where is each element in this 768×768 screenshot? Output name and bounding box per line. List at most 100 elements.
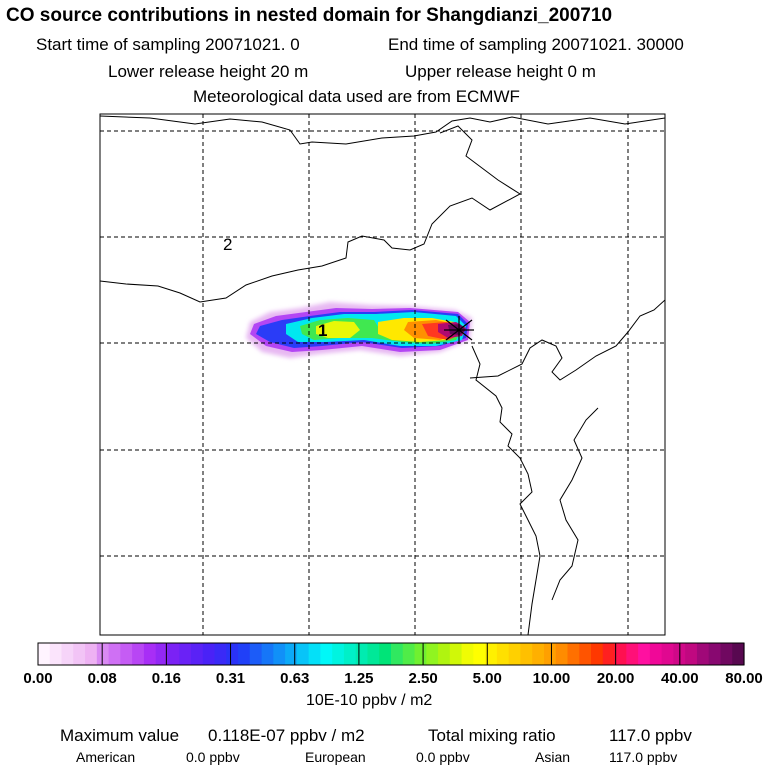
colorbar-swatch xyxy=(461,643,474,665)
colorbar-swatch xyxy=(73,643,86,665)
colorbar-swatch xyxy=(132,643,145,665)
colorbar-tick-label: 0.08 xyxy=(87,670,117,687)
colorbar-swatch xyxy=(402,643,416,665)
colorbar-swatch xyxy=(249,643,263,665)
source-european-label: European xyxy=(305,749,366,765)
total-mixing-ratio-label: Total mixing ratio xyxy=(428,726,556,745)
region-label-1: 1 xyxy=(318,321,327,340)
colorbar-swatch xyxy=(414,643,427,665)
colorbar-swatch xyxy=(179,643,192,665)
colorbar-swatch xyxy=(661,643,674,665)
source-asian-value: 117.0 ppbv xyxy=(609,749,678,765)
colorbar-swatch xyxy=(155,643,169,665)
max-value-label: Maximum value xyxy=(60,726,180,745)
colorbar-swatch xyxy=(567,643,580,665)
colorbar-swatch xyxy=(190,643,204,665)
colorbar-dividers xyxy=(101,643,681,665)
colorbar-tick-label: 5.00 xyxy=(472,670,502,687)
colorbar-swatch xyxy=(61,643,74,665)
coastlines xyxy=(100,115,665,635)
colorbar-swatch xyxy=(685,643,698,665)
colorbar-swatch xyxy=(496,643,510,665)
lower-release-height-text: Lower release height 20 m xyxy=(108,62,309,81)
map-frame xyxy=(99,113,666,636)
colorbar-swatch xyxy=(732,643,745,665)
colorbar-swatch xyxy=(320,643,333,665)
colorbar-swatch xyxy=(391,643,404,665)
colorbar-swatch xyxy=(602,643,616,665)
colorbar-tick-label: 0.16 xyxy=(151,670,181,687)
colorbar-tick-label: 10.00 xyxy=(532,670,571,687)
colorbar-swatch xyxy=(261,643,274,665)
colorbar-tick-label: 40.00 xyxy=(661,670,699,687)
colorbar-swatch xyxy=(614,643,627,665)
colorbar-swatch xyxy=(214,643,227,665)
map-title: CO source contributions in nested domain… xyxy=(6,5,613,26)
colorbar-units: 10E-10 ppbv / m2 xyxy=(306,692,433,709)
source-american-label: American xyxy=(76,749,136,765)
colorbar-swatch xyxy=(520,643,533,665)
colorbar-swatch xyxy=(296,643,310,665)
colorbar-swatch xyxy=(202,643,216,665)
lat-lon-grid xyxy=(100,114,665,635)
region-label-2: 2 xyxy=(223,235,232,254)
colorbar-swatch xyxy=(238,643,251,665)
source-european-value: 0.0 ppbv xyxy=(416,749,470,765)
source-american-value: 0.0 ppbv xyxy=(186,749,240,765)
colorbar-swatch xyxy=(508,643,522,665)
colorbar-swatch xyxy=(120,643,133,665)
colorbar-swatch xyxy=(532,643,545,665)
colorbar-swatch xyxy=(96,643,110,665)
colorbar-swatch xyxy=(438,643,451,665)
start-time-text: Start time of sampling 20071021. 0 xyxy=(36,35,300,54)
colorbar-tick-label: 20.00 xyxy=(596,670,635,687)
colorbar-swatch xyxy=(485,643,498,665)
colorbar-swatch xyxy=(49,643,63,665)
colorbar-swatch xyxy=(167,643,180,665)
upper-release-height-text: Upper release height 0 m xyxy=(405,62,596,81)
colorbar-tick-label: 0.00 xyxy=(23,670,53,687)
colorbar-swatch xyxy=(332,643,345,665)
colorbar-swatch xyxy=(696,643,710,665)
total-mixing-ratio-value: 117.0 ppbv xyxy=(609,726,692,745)
colorbar-swatch xyxy=(379,643,392,665)
colorbar-swatch xyxy=(285,643,298,665)
colorbar-swatch xyxy=(626,643,639,665)
colorbar-tick-label: 0.31 xyxy=(215,670,246,687)
end-time-text: End time of sampling 20071021. 30000 xyxy=(388,35,684,54)
colorbar-tick-label: 2.50 xyxy=(408,670,438,687)
colorbar-swatch xyxy=(649,643,663,665)
colorbar-swatch xyxy=(720,643,733,665)
source-asian-label: Asian xyxy=(535,749,571,765)
colorbar-swatch xyxy=(308,643,321,665)
colorbar-swatches xyxy=(38,643,745,665)
colorbar-swatch xyxy=(708,643,722,665)
colorbar-swatch xyxy=(367,643,380,665)
colorbar-swatch xyxy=(449,643,463,665)
colorbar-swatch xyxy=(543,643,557,665)
colorbar-swatch xyxy=(85,643,98,665)
colorbar-swatch xyxy=(343,643,357,665)
colorbar-tick-label: 1.25 xyxy=(344,670,374,687)
colorbar-tick-label: 80.00 xyxy=(725,670,763,687)
colorbar-swatch xyxy=(38,643,51,665)
colorbar-frame xyxy=(37,642,745,666)
colorbar-swatch xyxy=(226,643,239,665)
colorbar-tick-label: 0.63 xyxy=(280,670,310,687)
colorbar-swatch xyxy=(591,643,604,665)
colorbar-swatch xyxy=(473,643,486,665)
colorbar-swatch xyxy=(579,643,592,665)
met-data-text: Meteorological data used are from ECMWF xyxy=(193,87,520,106)
colorbar-swatch xyxy=(355,643,369,665)
colorbar-swatch xyxy=(555,643,569,665)
plume-yellow-west xyxy=(316,321,360,338)
colorbar-swatch xyxy=(638,643,651,665)
colorbar-swatch xyxy=(108,643,121,665)
max-value: 0.118E-07 ppbv / m2 xyxy=(208,726,365,745)
colorbar-swatch xyxy=(143,643,157,665)
colorbar-swatch xyxy=(426,643,439,665)
colorbar-swatch xyxy=(273,643,286,665)
star-cross-icon xyxy=(444,316,474,344)
